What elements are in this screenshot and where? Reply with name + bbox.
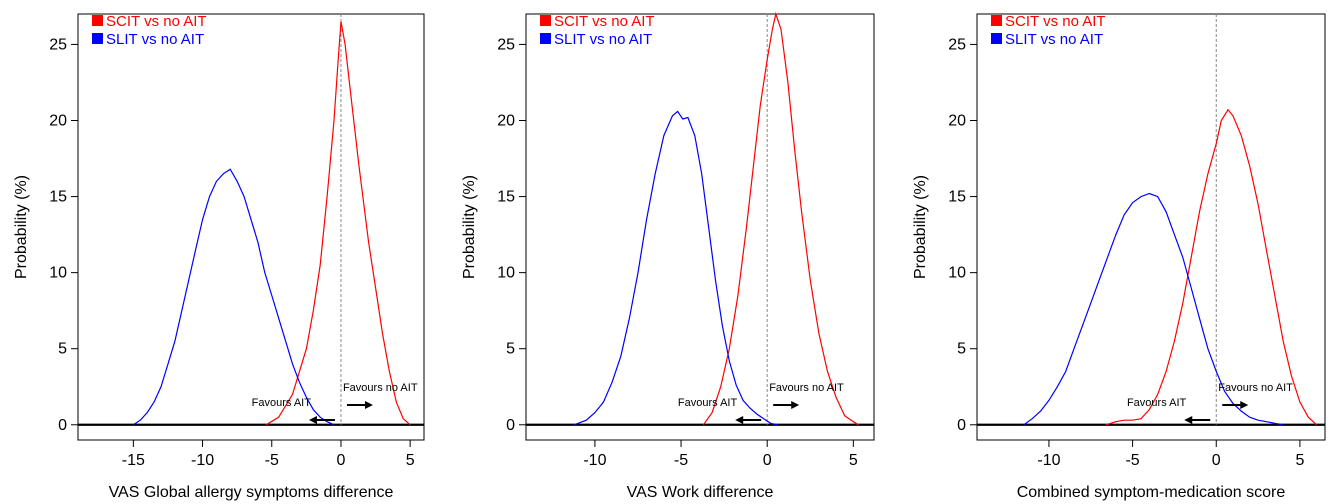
y-axis-label: Probability (%) xyxy=(13,175,30,279)
series-line-scit xyxy=(1105,108,1318,426)
x-tick-label: 0 xyxy=(763,452,772,469)
legend-label: SLIT vs no AIT xyxy=(1005,31,1103,48)
y-tick-label: 10 xyxy=(948,265,966,282)
chart-panel-2: 0 5 10 15 20 25 -10 -5 0 5 VAS Work difference Prob… xyxy=(461,11,875,501)
x-tick-label: 5 xyxy=(1295,452,1304,469)
annotation-favours-ait: Favours AIT xyxy=(1127,397,1187,409)
x-axis-label: VAS Work difference xyxy=(627,484,774,501)
y-tick-label: 15 xyxy=(948,189,966,206)
arrow-right-head xyxy=(364,401,373,409)
series-line-scit xyxy=(702,11,859,426)
y-tick-label: 5 xyxy=(58,341,67,358)
x-tick-label: 0 xyxy=(1212,452,1221,469)
y-tick-label: 5 xyxy=(957,341,966,358)
y-axis-label: Probability (%) xyxy=(461,175,478,279)
legend-swatch xyxy=(540,33,551,44)
x-axis-label: VAS Global allergy symptoms difference xyxy=(109,484,394,501)
annotation-favours-ait: Favours AIT xyxy=(252,397,312,409)
y-tick-label: 20 xyxy=(49,113,67,130)
y-tick-label: 5 xyxy=(506,341,515,358)
arrow-right-head xyxy=(1240,401,1249,409)
y-tick-label: 10 xyxy=(49,265,67,282)
arrow-right-head xyxy=(791,401,800,409)
legend-swatch xyxy=(540,15,551,26)
x-tick-label: -10 xyxy=(1037,452,1060,469)
y-tick-label: 0 xyxy=(58,417,67,434)
y-tick-label: 15 xyxy=(49,189,67,206)
chart-panel-3: 0 5 10 15 20 25 -10 -5 0 5 Combined symptom-medica… xyxy=(912,13,1326,501)
y-tick-label: 25 xyxy=(49,36,67,53)
annotation-favours-no-ait: Favours no AIT xyxy=(769,382,844,394)
x-tick-label: 5 xyxy=(849,452,858,469)
series-line-slit xyxy=(1023,192,1284,426)
x-tick-label: 5 xyxy=(406,452,415,469)
x-tick-label: -5 xyxy=(265,452,279,469)
y-tick-label: 25 xyxy=(948,36,966,53)
arrow-left-head xyxy=(308,416,317,424)
legend-label: SCIT vs no AIT xyxy=(106,13,207,30)
legend-label: SLIT vs no AIT xyxy=(554,31,652,48)
plot-frame xyxy=(525,13,875,441)
legend-swatch xyxy=(92,33,103,44)
series-line-slit xyxy=(133,168,335,426)
y-tick-label: 25 xyxy=(497,36,515,53)
y-tick-label: 10 xyxy=(497,265,515,282)
plot-frame xyxy=(77,13,425,441)
legend-swatch xyxy=(991,15,1002,26)
legend-swatch xyxy=(991,33,1002,44)
legend-label: SLIT vs no AIT xyxy=(106,31,204,48)
x-tick-label: -5 xyxy=(674,452,688,469)
y-tick-label: 0 xyxy=(506,417,515,434)
annotation-favours-no-ait: Favours no AIT xyxy=(1218,382,1293,394)
x-tick-label: -15 xyxy=(122,452,145,469)
x-tick-label: 0 xyxy=(337,452,346,469)
chart-panel-1: 0 5 10 15 20 25 -15 -10 -5 0 5 VAS Global allergy s… xyxy=(13,13,425,501)
legend-label: SCIT vs no AIT xyxy=(554,13,655,30)
annotation-favours-no-ait: Favours no AIT xyxy=(343,382,418,394)
y-axis-label: Probability (%) xyxy=(912,175,929,279)
x-tick-label: -10 xyxy=(583,452,606,469)
y-tick-label: 15 xyxy=(497,189,515,206)
series-line-scit xyxy=(265,21,411,426)
plot-frame xyxy=(976,13,1326,441)
x-axis-label: Combined symptom-medication score xyxy=(1017,484,1286,501)
legend-swatch xyxy=(92,15,103,26)
y-tick-label: 0 xyxy=(957,417,966,434)
annotation-favours-ait: Favours AIT xyxy=(678,397,738,409)
arrow-left-head xyxy=(735,416,744,424)
y-tick-label: 20 xyxy=(497,113,515,130)
x-tick-label: -10 xyxy=(191,452,214,469)
legend-label: SCIT vs no AIT xyxy=(1005,13,1106,30)
arrow-left-head xyxy=(1184,416,1193,424)
x-tick-label: -5 xyxy=(1125,452,1139,469)
series-line-slit xyxy=(573,110,778,426)
y-tick-label: 20 xyxy=(948,113,966,130)
